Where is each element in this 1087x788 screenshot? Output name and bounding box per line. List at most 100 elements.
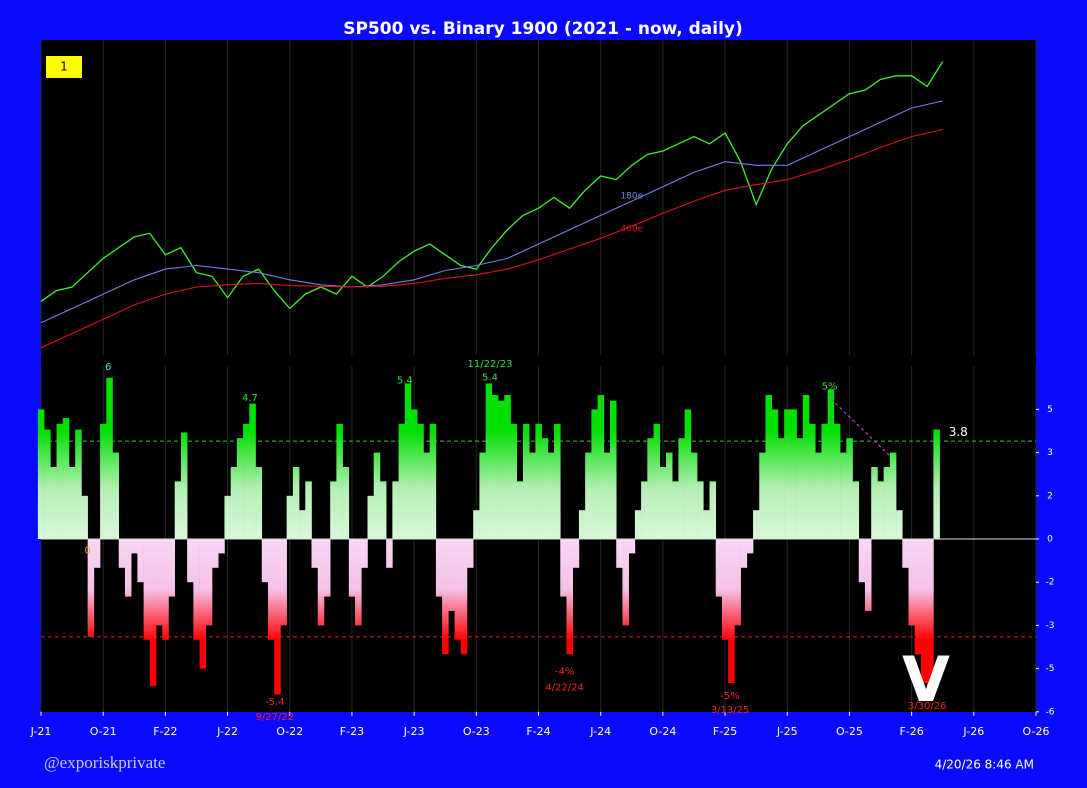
bar [348,539,356,597]
bar [777,438,785,539]
annotation: 3/13/25 [711,705,750,716]
bar [498,400,505,539]
bar [690,452,698,539]
bar [659,467,667,539]
x-tick-label: O-23 [463,725,490,738]
chart-title: SP500 vs. Binary 1900 (2021 - now, daily… [343,19,743,39]
annotation: 5% [822,381,838,392]
bar [566,539,574,655]
annotation: 4/22/24 [545,682,584,693]
bar [821,423,828,539]
bar [485,383,493,539]
annotation: 3/30/26 [908,701,947,712]
bar [411,409,418,539]
bar [286,495,294,539]
bar [118,539,126,568]
x-tick-label: F-26 [899,725,923,738]
bar [920,539,928,683]
bar [560,539,567,597]
bar [678,438,685,539]
bar [703,510,710,539]
bar [541,438,549,539]
bar [697,481,704,539]
signature: @exporiskprivate [44,753,165,772]
bar [784,409,791,539]
bar [473,510,480,539]
bar [87,539,95,637]
bar [740,539,748,568]
bar [187,539,194,583]
bar [435,539,443,597]
bar [62,418,70,539]
bar [417,423,424,539]
x-tick-label: J-21 [30,725,52,738]
x-tick-label: F-25 [713,725,737,738]
bar [180,432,188,539]
bar [93,539,101,568]
y-tick-label: 2 [1047,491,1053,501]
bar [529,452,536,539]
bar [112,452,120,539]
bar [342,467,350,539]
bar [547,452,555,539]
bar [927,539,934,692]
x-tick-label: O-26 [1023,725,1050,738]
bar [753,510,760,539]
bar [504,395,511,539]
annotation: 9/27/22 [256,712,295,723]
bar [647,438,654,539]
series-line [40,100,943,324]
bar [367,495,375,539]
bar [243,423,250,539]
bar [871,467,878,539]
badge-box [46,56,82,78]
bar [205,539,213,626]
bar [634,510,642,539]
bar [249,403,256,539]
bar [665,452,673,539]
bar [373,452,381,539]
bar [877,481,884,539]
bar [143,539,151,640]
bar [168,539,176,597]
trend-line [830,398,891,457]
bar [162,539,169,640]
bar [386,539,393,568]
bar [323,539,331,597]
bar [603,452,611,539]
bar [429,423,437,539]
bar [896,510,903,539]
bar [578,510,586,539]
x-tick-label: J-23 [403,725,425,738]
bar [305,481,312,539]
bar [902,539,909,568]
bar [709,481,717,539]
bar [516,481,524,539]
bar [131,539,138,554]
bar [765,395,773,539]
y-tick-label: -2 [1046,578,1055,588]
bar [106,377,113,539]
bar [44,429,51,539]
bar [156,539,163,626]
bar [883,467,891,539]
bar [933,429,940,539]
bar [591,409,598,539]
annotation: 3.8 [949,425,968,439]
bar [330,481,337,539]
bar [522,423,530,539]
bar [230,467,238,539]
annotation: 5.4 [397,376,413,387]
layers: 180e 400e J-21 O-21 F-22 J-22 O-22 F-23 J-23 O-23… [30,40,1055,738]
bar [616,539,623,568]
x-tick-label: O-24 [649,725,676,738]
bar [846,438,853,539]
bar [361,539,368,568]
annotation: -5% [720,691,739,702]
series-line [40,61,944,310]
bar [124,539,132,597]
bar [728,539,735,683]
x-tick-label: J-26 [962,725,984,738]
bar [75,429,82,539]
annotation: 0 [84,546,90,557]
